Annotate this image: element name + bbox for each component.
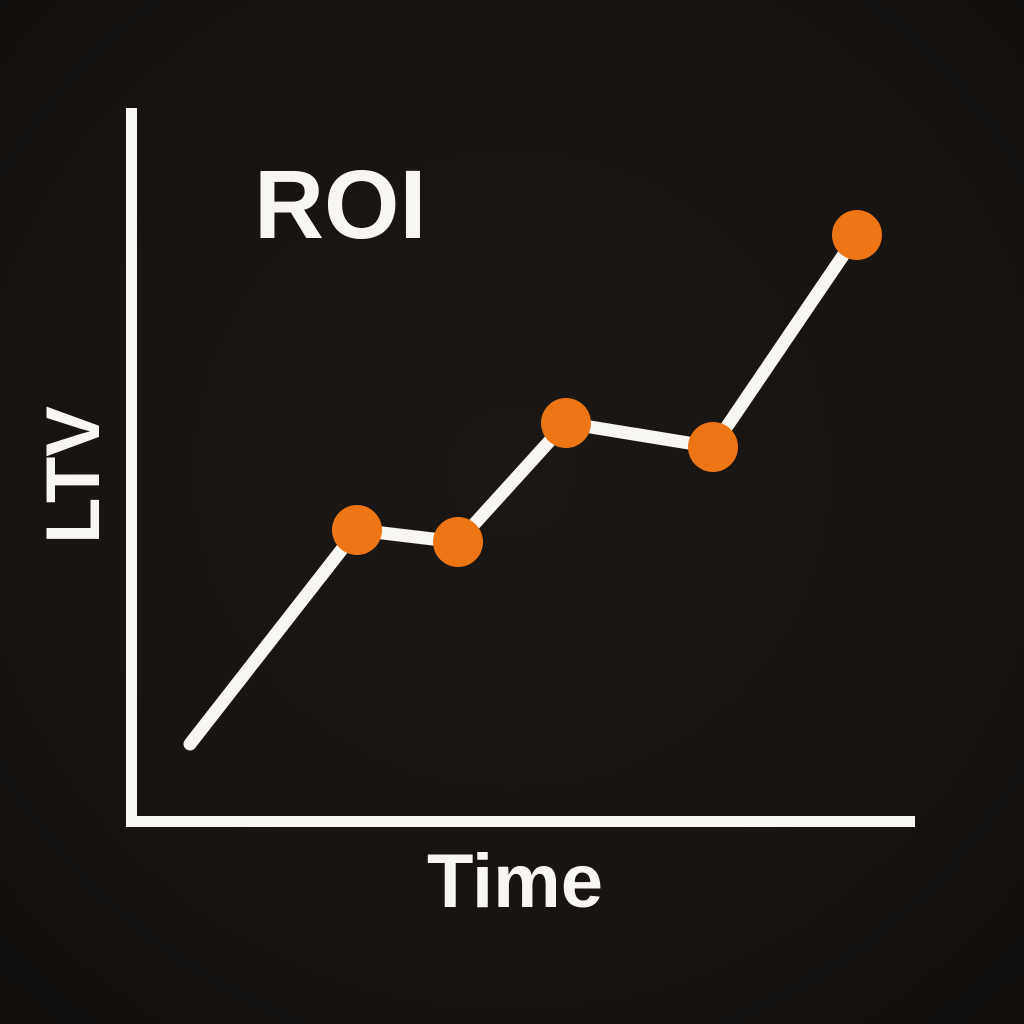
data-point	[688, 422, 738, 472]
data-point	[433, 517, 483, 567]
y-axis-line	[126, 108, 137, 827]
data-point	[832, 210, 882, 260]
line-series	[183, 228, 864, 751]
chart-title: ROI	[254, 150, 427, 259]
data-point	[541, 398, 591, 448]
x-axis-label: Time	[426, 839, 604, 924]
y-axis-label: LTV	[31, 406, 116, 544]
x-axis-line	[126, 816, 915, 827]
data-point	[332, 505, 382, 555]
data-points	[332, 210, 882, 567]
